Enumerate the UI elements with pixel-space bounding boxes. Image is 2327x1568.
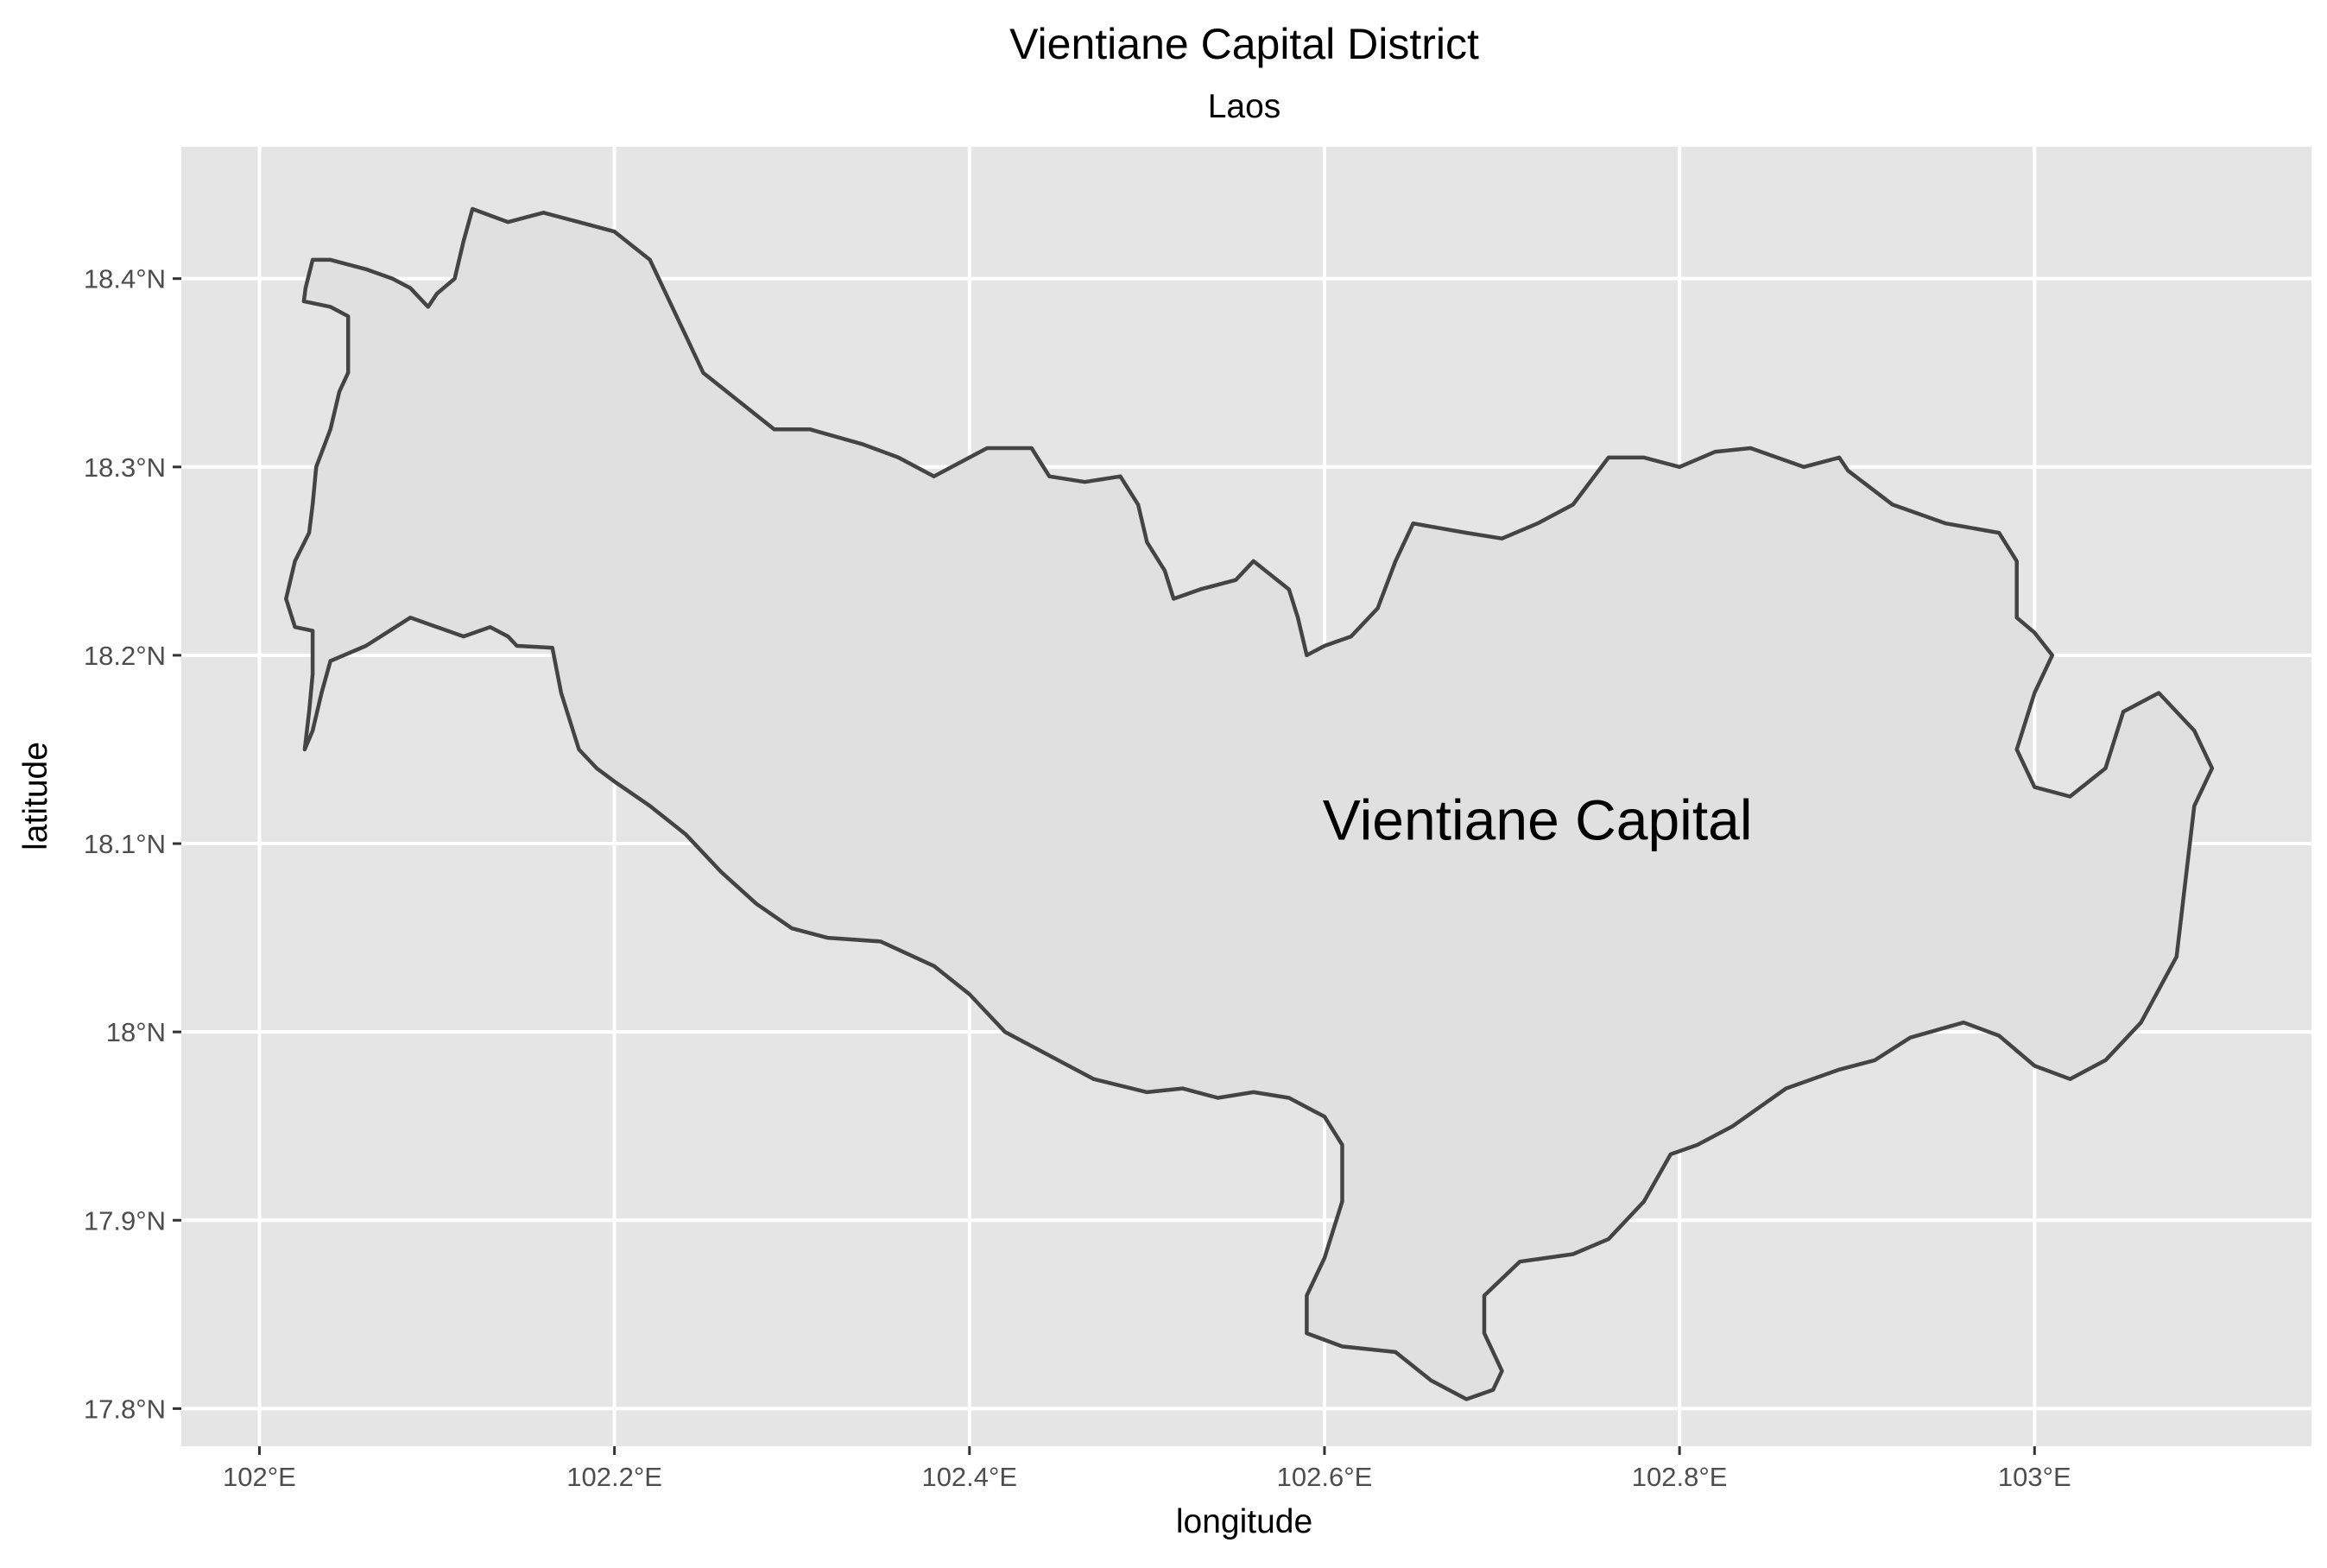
x-tick-label: 102.8°E <box>1632 1462 1728 1492</box>
y-tick-label: 18.1°N <box>84 829 166 859</box>
y-tick-label: 17.8°N <box>84 1394 166 1424</box>
x-tick-label: 102.2°E <box>566 1462 662 1492</box>
y-tick-label: 18°N <box>106 1017 166 1047</box>
y-tick-label: 18.4°N <box>84 264 166 294</box>
x-tick-label: 102.4°E <box>921 1462 1017 1492</box>
x-tick-label: 102.6°E <box>1277 1462 1373 1492</box>
x-tick-label: 103°E <box>1998 1462 2071 1492</box>
y-axis-ticks: 17.8°N 17.9°N 18°N 18.1°N 18.2°N 18.3°N 18.4°N <box>84 264 181 1424</box>
region-label: Vientiane Capital <box>1323 788 1753 852</box>
x-axis-label: longitude <box>1176 1503 1312 1540</box>
y-axis-label: latitude <box>17 742 54 850</box>
x-axis-ticks: 102°E 102.2°E 102.4°E 102.6°E 102.8°E 103°E <box>223 1446 2071 1492</box>
y-tick-label: 18.2°N <box>84 641 166 671</box>
y-tick-label: 18.3°N <box>84 452 166 483</box>
vientiane-capital-boundary[interactable] <box>284 206 2215 1401</box>
map-subtitle: Laos <box>1208 88 1281 125</box>
map-title: Vientiane Capital District <box>1009 20 1479 68</box>
x-tick-label: 102°E <box>223 1462 296 1492</box>
y-tick-label: 17.9°N <box>84 1205 166 1236</box>
